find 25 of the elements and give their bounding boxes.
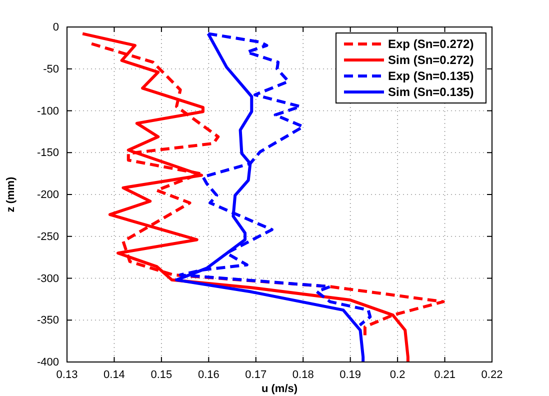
y-tick-label: -400 — [36, 356, 59, 369]
legend-label: Exp (Sn=0.135) — [388, 69, 474, 83]
x-tick-label: 0.14 — [104, 368, 125, 381]
legend-label: Sim (Sn=0.135) — [388, 85, 474, 99]
legend-label: Sim (Sn=0.272) — [388, 53, 474, 67]
x-tick-label: 0.19 — [340, 368, 362, 381]
y-tick-label: 0 — [52, 22, 59, 34]
x-tick-label: 0.2 — [390, 368, 406, 381]
y-tick-label: -300 — [36, 272, 59, 285]
x-tick-label: 0.22 — [481, 368, 503, 381]
y-tick-label: -200 — [36, 189, 59, 202]
x-tick-label: 0.18 — [292, 368, 314, 381]
x-tick-label: 0.21 — [434, 368, 456, 381]
x-tick-label: 0.16 — [198, 368, 220, 381]
y-tick-label: -250 — [36, 230, 59, 243]
x-axis-title: u (m/s) — [261, 383, 298, 395]
legend-label: Exp (Sn=0.272) — [388, 37, 474, 51]
y-tick-label: -50 — [43, 63, 59, 76]
y-tick-label: -150 — [36, 147, 59, 160]
x-tick-label: 0.17 — [245, 368, 267, 381]
y-tick-label: -100 — [36, 105, 59, 118]
y-tick-label: -350 — [36, 314, 59, 327]
x-tick-label: 0.15 — [150, 368, 172, 381]
y-axis-title: z (mm) — [5, 176, 17, 212]
x-tick-label: 0.13 — [56, 368, 78, 381]
